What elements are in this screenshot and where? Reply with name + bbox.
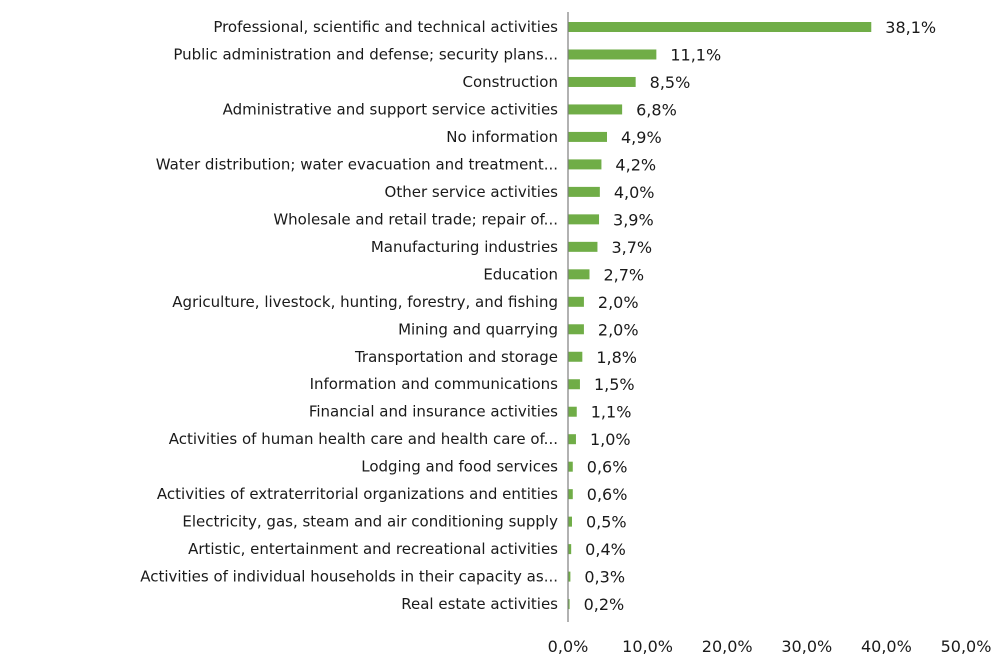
x-tick-label: 0,0% — [548, 637, 589, 656]
value-label: 0,6% — [587, 458, 628, 477]
value-labels: 38,1% 11,1% 8,5% 6,8% 4,9% 4,2% 4,0% 3,9% 3,7% 2,… — [584, 18, 937, 614]
bar — [568, 214, 600, 225]
value-label: 2,7% — [603, 265, 644, 284]
value-label: 8,5% — [650, 73, 691, 92]
bar — [568, 379, 580, 390]
bar — [568, 76, 636, 87]
category-label: Real estate activities — [401, 595, 558, 613]
bar — [568, 351, 583, 362]
category-label: Electricity, gas, steam and air conditio… — [182, 513, 558, 531]
value-label: 1,8% — [596, 348, 637, 367]
value-label: 2,0% — [598, 320, 639, 339]
bars-group — [568, 22, 872, 610]
category-label: Construction — [462, 73, 558, 91]
bar — [568, 296, 584, 307]
bar — [568, 324, 584, 335]
value-label: 0,4% — [585, 540, 626, 559]
x-tick-label: 50,0% — [941, 637, 992, 656]
category-label: Transportation and storage — [354, 348, 558, 366]
x-tick-label: 40,0% — [861, 637, 912, 656]
bar — [568, 406, 577, 417]
category-label: Financial and insurance activities — [309, 403, 558, 421]
x-axis-ticks: 0,0% 10,0% 20,0% 30,0% 40,0% 50,0% — [548, 637, 992, 656]
value-label: 0,6% — [587, 485, 628, 504]
bar — [568, 131, 608, 142]
bar — [568, 49, 657, 60]
bar — [568, 489, 573, 500]
bar — [568, 544, 572, 555]
category-label: Administrative and support service activ… — [223, 100, 559, 118]
bar — [568, 159, 602, 170]
bar — [568, 434, 576, 445]
bar — [568, 104, 623, 115]
category-label: Lodging and food services — [361, 458, 558, 476]
bar — [568, 269, 590, 280]
value-label: 11,1% — [670, 45, 721, 64]
bar — [568, 599, 570, 610]
value-label: 3,9% — [613, 210, 654, 229]
value-label: 4,2% — [615, 155, 656, 174]
category-label: Water distribution; water evacuation and… — [156, 155, 558, 173]
category-labels: Professional, scientific and technical a… — [140, 18, 558, 613]
category-label: Information and communications — [310, 375, 559, 393]
category-label: Public administration and defense; secur… — [173, 45, 558, 63]
category-label: Agriculture, livestock, hunting, forestr… — [172, 293, 558, 311]
bar — [568, 461, 573, 472]
category-label: Manufacturing industries — [371, 238, 558, 256]
category-label: Other service activities — [385, 183, 559, 201]
category-label: Activities of extraterritorial organizat… — [157, 485, 558, 503]
value-label: 4,0% — [614, 183, 655, 202]
category-label: Education — [483, 265, 558, 283]
category-label: Wholesale and retail trade; repair of... — [273, 210, 558, 228]
value-label: 6,8% — [636, 100, 677, 119]
x-tick-label: 30,0% — [781, 637, 832, 656]
value-label: 1,1% — [591, 403, 632, 422]
bar — [568, 186, 600, 197]
category-label: Mining and quarrying — [398, 320, 558, 338]
value-label: 38,1% — [885, 18, 936, 37]
bar — [568, 571, 571, 582]
x-tick-label: 20,0% — [702, 637, 753, 656]
value-label: 1,5% — [594, 375, 635, 394]
category-label: Activities of individual households in t… — [140, 568, 558, 586]
value-label: 0,3% — [584, 568, 625, 587]
value-label: 4,9% — [621, 128, 662, 147]
category-label: Artistic, entertainment and recreational… — [188, 540, 558, 558]
category-label: Activities of human health care and heal… — [169, 430, 558, 448]
bar — [568, 516, 572, 527]
category-label: Professional, scientific and technical a… — [213, 18, 558, 36]
value-label: 0,2% — [584, 595, 625, 614]
bar — [568, 22, 872, 32]
category-label: No information — [446, 128, 558, 146]
value-label: 2,0% — [598, 293, 639, 312]
value-label: 0,5% — [586, 513, 627, 532]
value-label: 3,7% — [611, 238, 652, 257]
value-label: 1,0% — [590, 430, 631, 449]
x-tick-label: 10,0% — [622, 637, 673, 656]
bar — [568, 241, 598, 252]
